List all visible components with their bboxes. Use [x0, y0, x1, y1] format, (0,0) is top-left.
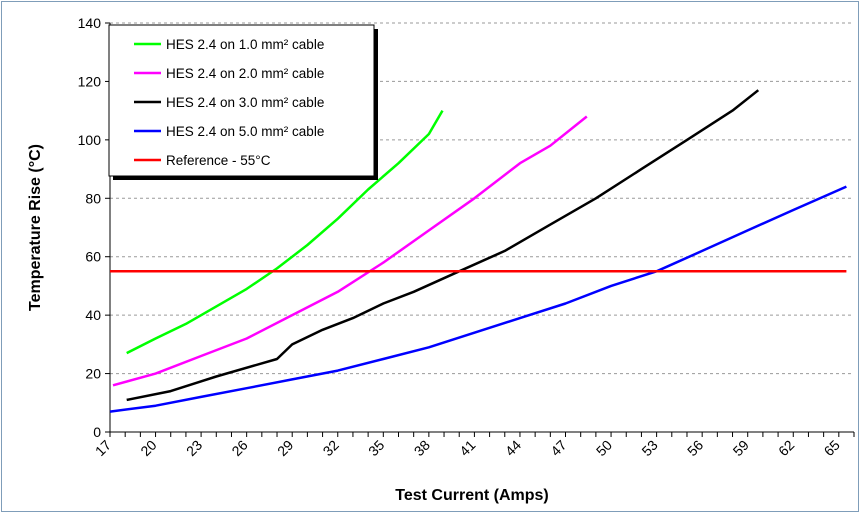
x-tick-label: 35 — [365, 437, 387, 459]
y-tick-label: 20 — [85, 366, 101, 382]
x-tick-label: 50 — [593, 437, 615, 459]
legend-entry: HES 2.4 on 5.0 mm² cable — [166, 124, 324, 139]
x-tick-label: 26 — [228, 437, 250, 459]
series-lines — [109, 89, 847, 413]
series-line — [112, 115, 588, 387]
x-tick-label: 23 — [183, 437, 205, 459]
series-line — [109, 185, 847, 413]
y-tick-label: 0 — [93, 424, 101, 440]
x-tick-label: 44 — [502, 437, 524, 459]
x-tick-label: 47 — [547, 437, 569, 459]
gridlines — [110, 22, 854, 375]
y-tick-label: 80 — [85, 190, 101, 206]
x-tick-label: 20 — [137, 437, 159, 459]
x-tick-label: 65 — [821, 437, 843, 459]
x-axis-title: Test Current (Amps) — [395, 487, 549, 504]
x-tick-label: 41 — [456, 437, 478, 459]
legend: HES 2.4 on 1.0 mm² cable HES 2.4 on 2.0 m… — [108, 24, 378, 180]
y-tick-label: 40 — [85, 307, 101, 323]
legend-entry: HES 2.4 on 2.0 mm² cable — [166, 66, 324, 81]
series-line — [126, 89, 760, 402]
x-tick-label: 62 — [775, 437, 797, 459]
y-tick-label: 140 — [78, 15, 102, 31]
legend-entry: HES 2.4 on 1.0 mm² cable — [166, 37, 324, 52]
x-tick-label: 53 — [638, 437, 660, 459]
y-tick-label: 100 — [78, 132, 102, 148]
y-tick-label: 60 — [85, 249, 101, 265]
x-tick-label: 59 — [730, 437, 752, 459]
y-tick-label: 120 — [78, 73, 102, 89]
x-tick-label: 32 — [320, 437, 342, 459]
legend-entry: HES 2.4 on 3.0 mm² cable — [166, 95, 324, 110]
x-tick-label: 38 — [411, 437, 433, 459]
x-tick-label: 17 — [92, 437, 114, 459]
legend-box — [108, 24, 375, 177]
y-axis-title: Temperature Rise (°C) — [27, 144, 44, 311]
x-tick-label: 29 — [274, 437, 296, 459]
legend-entry: Reference - 55°C — [166, 153, 271, 168]
x-tick-label: 56 — [684, 437, 706, 459]
series-line — [126, 109, 444, 355]
